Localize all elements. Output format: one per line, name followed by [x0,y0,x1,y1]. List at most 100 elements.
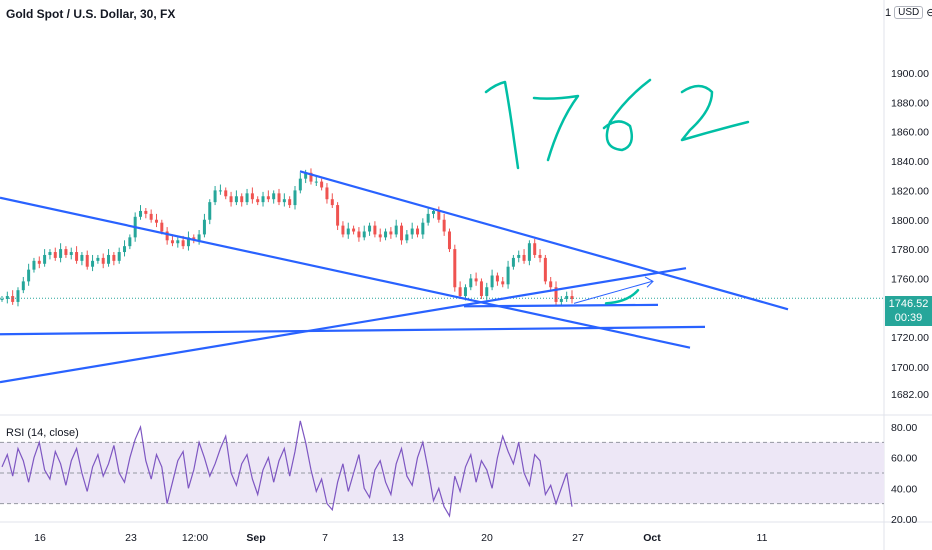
candle-body [336,205,340,226]
candle-body [341,225,345,235]
time-tick-label: 16 [34,532,46,544]
price-tick-label: 1820.00 [891,185,929,197]
candle-body [501,281,505,285]
price-tick-label: 1682.00 [891,389,929,401]
candle-countdown: 00:39 [894,312,923,324]
candle-body [565,296,569,299]
candle-body [384,231,388,238]
candle-body [11,296,15,302]
candle-body [37,260,41,264]
candle-body [208,202,212,220]
time-tick-label: Oct [643,532,661,544]
candle-body [261,196,265,203]
candle-body [400,225,404,241]
candle-body [421,222,425,235]
candle-body [474,278,478,282]
candle-body [506,266,510,285]
candle-body [538,254,542,258]
candle-body [197,234,201,241]
trendline-upper-resistance [299,170,789,311]
candle-body [346,228,350,235]
candle-body [554,287,558,302]
candle-body [405,234,409,241]
candle-body [16,290,20,302]
candle-body [170,240,174,244]
price-tick-label: 1880.00 [891,97,929,109]
time-tick-label: 11 [757,532,768,544]
candle-body [288,199,292,206]
candle-body [559,298,563,302]
candle-body [453,249,457,288]
candle-body [181,240,185,247]
candle-body [304,172,308,179]
candle-body [373,225,377,235]
candle-body [160,222,164,232]
currency-prefix: 1 [885,6,892,19]
candle-body [469,278,473,288]
candle-body [224,190,228,197]
candle-body [69,252,73,255]
candle-body [21,281,25,291]
candle-body [442,219,446,232]
candle-body [458,287,462,297]
candle-body [5,296,9,299]
rsi-tick-label: 60.00 [891,453,917,465]
price-tick-label: 1720.00 [891,332,929,344]
candle-body [128,237,132,247]
trendline-short-support [463,303,659,308]
time-tick-label: Sep [246,532,265,544]
candle-body [357,231,361,238]
candle-body [522,254,526,261]
price-tick-label: 1780.00 [891,244,929,256]
currency-selector[interactable]: 1 USD ⊖ [885,6,932,19]
candle-body [64,249,68,255]
candle-body [149,213,153,220]
handwritten-digit-6 [602,78,652,152]
candle-body [53,252,57,258]
time-tick-label: 20 [481,532,493,544]
candle-body [416,228,420,235]
candle-body [48,252,52,255]
price-tick-label: 1840.00 [891,156,929,168]
rsi-line [1,420,573,518]
candle-body [229,196,233,203]
candle-body [314,181,318,183]
candle-body [570,296,574,299]
candle-body [117,252,121,261]
candle-body [511,257,515,267]
candle-body [495,275,499,282]
trendline-lower-channel [0,196,691,349]
handwritten-swoosh [604,288,640,305]
candle-body [352,228,356,232]
currency-label[interactable]: USD [894,6,924,19]
candle-body [298,178,302,191]
time-tick-label: 13 [392,532,404,544]
candle-body [437,210,441,220]
price-tick-label: 1800.00 [891,215,929,227]
time-tick-label: 23 [125,532,137,544]
collapse-icon[interactable]: ⊖ [926,7,932,19]
rsi-title: RSI (14, close) [6,427,79,439]
candle-body [154,219,158,223]
handwritten-digit-7 [532,94,580,162]
candle-body [293,190,297,206]
candle-body [27,269,31,282]
time-tick-label: 7 [322,532,328,544]
candle-body [490,275,494,288]
rsi-tick-label: 40.00 [891,483,917,495]
candle-body [272,193,276,200]
candle-body [213,190,217,203]
trendline-horizontal-support [0,325,706,336]
candle-body [543,257,547,282]
candle-body [378,234,382,238]
last-price-tag: 1746.52 00:39 [885,296,932,326]
candle-body [394,225,398,235]
candle-body [85,254,89,267]
candle-body [240,196,244,203]
candle-body [485,287,489,297]
candle-body [112,254,116,261]
candle-body [59,249,63,258]
handwritten-digit-2 [680,84,750,142]
candle-body [463,287,467,297]
